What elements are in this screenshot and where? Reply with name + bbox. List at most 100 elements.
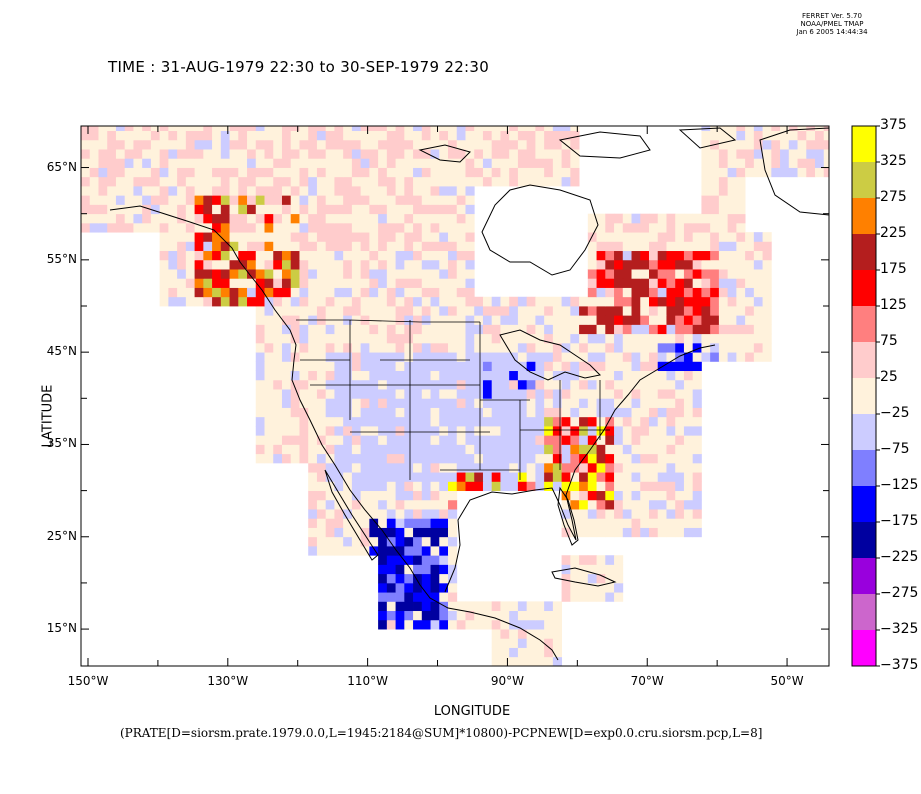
heatmap-cell: [395, 204, 405, 215]
heatmap-cell: [535, 149, 545, 159]
heatmap-cell: [631, 306, 641, 316]
heatmap-cell: [552, 444, 563, 455]
heatmap-cell: [404, 573, 414, 584]
heatmap-cell: [81, 139, 91, 150]
heatmap-cell: [666, 278, 676, 288]
heatmap-cell: [482, 619, 493, 630]
heatmap-cell: [648, 435, 659, 445]
heatmap-cell: [308, 398, 318, 408]
heatmap-cell: [308, 278, 318, 288]
heatmap-cell: [465, 324, 475, 335]
heatmap-cell: [736, 222, 746, 233]
heatmap-cell: [273, 379, 283, 390]
heatmap-cell: [587, 296, 597, 307]
heatmap-cell: [369, 130, 379, 141]
heatmap-cell: [710, 204, 720, 215]
heatmap-cell: [640, 241, 650, 252]
heatmap-cell: [482, 601, 493, 612]
heatmap-cell: [360, 306, 370, 316]
heatmap-cell: [360, 149, 370, 159]
heatmap-cell: [98, 176, 108, 187]
heatmap-cell: [430, 222, 440, 233]
heatmap-cell: [666, 315, 676, 325]
heatmap-cell: [745, 315, 755, 325]
heatmap-cell: [815, 158, 825, 168]
heatmap-cell: [640, 527, 650, 538]
heatmap-cell: [797, 167, 807, 178]
colorbar-label: −25: [880, 405, 910, 421]
heatmap-cell: [561, 352, 571, 362]
heatmap-cell: [255, 130, 265, 141]
heatmap-cell: [622, 232, 632, 242]
heatmap-cell: [640, 287, 650, 298]
heatmap-cell: [255, 435, 265, 445]
heatmap-cell: [430, 176, 440, 187]
heatmap-cell: [185, 139, 195, 150]
heatmap-cell: [448, 573, 458, 584]
heatmap-cell: [456, 222, 466, 233]
heatmap-cell: [535, 462, 545, 473]
heatmap-cell: [255, 232, 265, 242]
heatmap-cell: [281, 333, 292, 344]
heatmap-cell: [421, 176, 431, 187]
heatmap-cell: [701, 241, 711, 252]
heatmap-cell: [395, 149, 405, 159]
heatmap-cell: [185, 287, 195, 298]
heatmap-cell: [666, 398, 676, 408]
heatmap-cell: [579, 564, 589, 575]
heatmap-cell: [255, 195, 265, 205]
heatmap-cell: [456, 176, 466, 187]
heatmap-cell: [430, 481, 440, 492]
heatmap-cell: [544, 407, 554, 418]
heatmap-cell: [727, 352, 737, 362]
heatmap-cell: [439, 250, 449, 261]
heatmap-cell: [395, 426, 405, 436]
heatmap-cell: [290, 361, 300, 372]
heatmap-cell: [614, 407, 624, 418]
heatmap-cell: [614, 527, 624, 538]
heatmap-cell: [168, 278, 178, 288]
heatmap-cell: [718, 342, 729, 353]
heatmap-cell: [378, 536, 388, 547]
heatmap-cell: [378, 398, 388, 408]
heatmap-cell: [718, 139, 729, 150]
heatmap-cell: [220, 296, 230, 307]
heatmap-cell: [395, 416, 405, 427]
heatmap-cell: [526, 647, 536, 658]
heatmap-cell: [316, 130, 327, 141]
heatmap-cell: [596, 333, 606, 344]
heatmap-cell: [439, 610, 449, 621]
heatmap-cell: [421, 158, 431, 168]
heatmap-cell: [491, 407, 501, 418]
heatmap-cell: [535, 333, 545, 344]
heatmap-cell: [351, 158, 362, 168]
heatmap-cell: [360, 259, 370, 270]
heatmap-cell: [614, 370, 624, 381]
heatmap-cell: [299, 259, 309, 270]
heatmap-cell: [631, 213, 641, 224]
heatmap-cell: [675, 389, 685, 399]
heatmap-cell: [596, 296, 606, 307]
heatmap-cell: [430, 315, 440, 325]
heatmap-cell: [517, 656, 528, 666]
heatmap-cell: [413, 601, 423, 612]
heatmap-cell: [369, 306, 379, 316]
heatmap-cell: [81, 213, 91, 224]
heatmap-cell: [421, 509, 431, 519]
heatmap-cell: [753, 130, 763, 141]
heatmap-cell: [648, 342, 659, 353]
heatmap-cell: [247, 269, 257, 279]
heatmap-cell: [517, 333, 528, 344]
heatmap-cell: [579, 324, 589, 335]
heatmap-cell: [395, 195, 405, 205]
heatmap-cell: [203, 130, 213, 141]
heatmap-cell: [614, 555, 624, 565]
heatmap-cell: [718, 333, 729, 344]
heatmap-cell: [98, 213, 108, 224]
colorbar-label: −275: [880, 585, 919, 601]
heatmap-cell: [614, 315, 624, 325]
heatmap-cell: [648, 241, 659, 252]
heatmap-cell: [526, 176, 536, 187]
heatmap-cell: [561, 389, 571, 399]
heatmap-cell: [448, 582, 458, 593]
